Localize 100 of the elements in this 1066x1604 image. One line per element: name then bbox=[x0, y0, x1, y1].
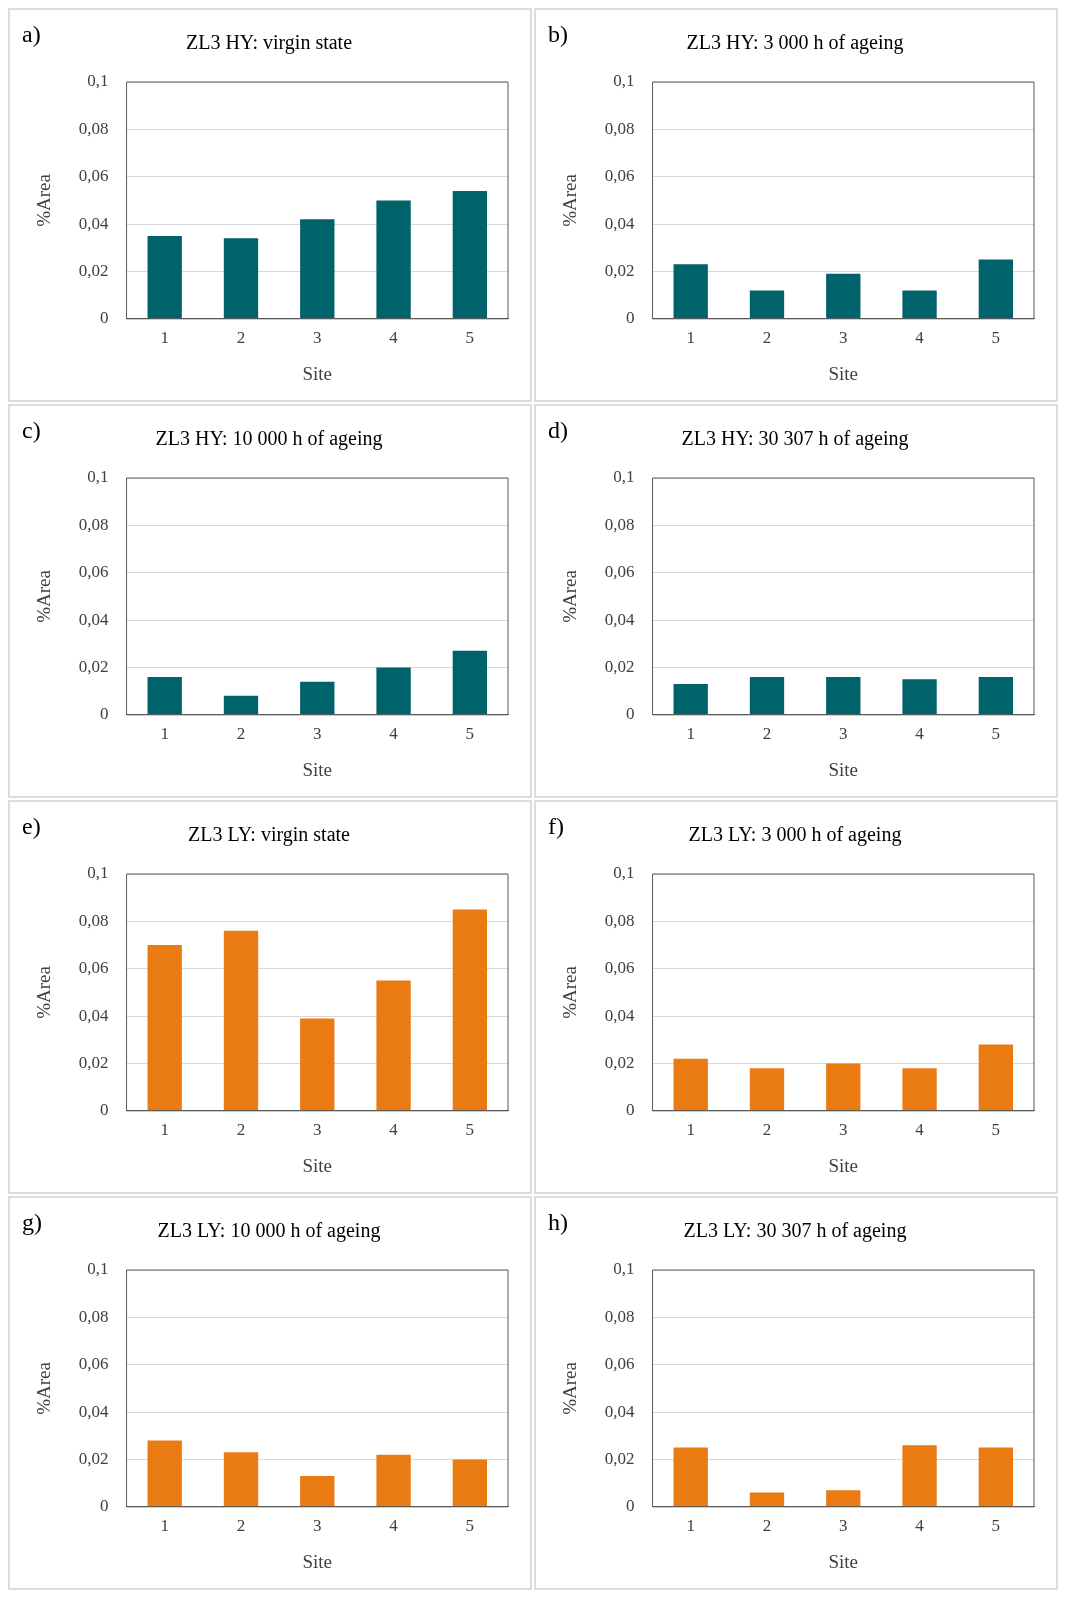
y-tick-label: 0,1 bbox=[613, 863, 635, 883]
x-tick-label: 5 bbox=[465, 1120, 475, 1140]
bar bbox=[749, 1492, 785, 1507]
bar bbox=[673, 264, 708, 319]
x-tick-label: 1 bbox=[160, 1120, 169, 1140]
y-tick-label: 0,02 bbox=[604, 656, 635, 676]
chart-title: ZL3 LY: 3 000 h of ageing bbox=[688, 823, 902, 847]
x-tick-label: 2 bbox=[762, 1516, 772, 1536]
x-axis-title: Site bbox=[828, 1550, 859, 1572]
y-tick-label: 0,06 bbox=[78, 166, 109, 186]
y-tick-label: 0,04 bbox=[78, 1005, 110, 1025]
bar bbox=[376, 200, 411, 319]
x-tick-label: 1 bbox=[160, 328, 169, 348]
bar bbox=[300, 1476, 335, 1507]
bar bbox=[223, 930, 259, 1111]
y-tick-label: 0,08 bbox=[604, 910, 635, 930]
bar bbox=[147, 235, 182, 319]
bar bbox=[978, 259, 1014, 319]
x-tick-label: 3 bbox=[839, 724, 848, 744]
x-tick-label: 2 bbox=[762, 1120, 772, 1140]
y-tick-label: 0,1 bbox=[87, 863, 109, 883]
x-tick-label: 4 bbox=[389, 328, 399, 348]
text: e) bbox=[22, 813, 41, 840]
y-tick-label: 0,1 bbox=[613, 71, 635, 91]
x-tick-label: 2 bbox=[236, 1120, 246, 1140]
y-tick-label: 0,08 bbox=[78, 910, 109, 930]
bar bbox=[452, 190, 488, 319]
chart-title: ZL3 HY: 30 307 h of ageing bbox=[681, 427, 909, 451]
x-tick-label: 5 bbox=[991, 724, 1001, 744]
y-tick-label: 0,02 bbox=[78, 1448, 109, 1468]
y-tick-label: 0,02 bbox=[78, 656, 109, 676]
y-tick-label: 0,06 bbox=[604, 562, 635, 582]
x-tick-label: 4 bbox=[915, 1120, 925, 1140]
y-tick-label: 0,08 bbox=[78, 118, 109, 138]
bar bbox=[147, 676, 182, 715]
y-axis-title: %Area bbox=[559, 173, 581, 227]
x-tick-label: 2 bbox=[236, 724, 246, 744]
y-tick-label: 0,02 bbox=[604, 1052, 635, 1072]
y-axis-title: %Area bbox=[559, 569, 581, 623]
x-tick-label: 1 bbox=[160, 724, 169, 744]
bar bbox=[147, 945, 182, 1111]
bar bbox=[673, 1447, 708, 1507]
y-tick-label: 0,06 bbox=[78, 1354, 109, 1374]
x-tick-label: 5 bbox=[991, 1120, 1001, 1140]
bar bbox=[223, 695, 259, 715]
bar bbox=[749, 290, 785, 319]
x-tick-label: 5 bbox=[991, 1516, 1001, 1536]
x-axis-title: Site bbox=[828, 362, 859, 384]
x-tick-label: 5 bbox=[465, 328, 475, 348]
bar bbox=[452, 1459, 488, 1507]
y-tick-label: 0,04 bbox=[604, 1401, 636, 1421]
x-tick-label: 1 bbox=[686, 1516, 695, 1536]
x-axis-title: Site bbox=[302, 1550, 333, 1572]
x-tick-label: 4 bbox=[389, 1516, 399, 1536]
x-axis-title: Site bbox=[828, 758, 859, 780]
y-tick-label: 0,1 bbox=[613, 467, 635, 487]
x-tick-label: 3 bbox=[839, 328, 848, 348]
y-tick-label: 0 bbox=[100, 1496, 109, 1516]
x-tick-label: 4 bbox=[915, 724, 925, 744]
y-tick-label: 0,04 bbox=[78, 609, 110, 629]
y-tick-label: 0,08 bbox=[604, 514, 635, 534]
x-tick-label: 5 bbox=[465, 724, 475, 744]
x-axis-title: Site bbox=[302, 1154, 333, 1176]
chart-title: ZL3 LY: 30 307 h of ageing bbox=[683, 1219, 907, 1243]
x-tick-label: 3 bbox=[313, 1516, 322, 1536]
bar bbox=[826, 1063, 861, 1111]
bar bbox=[452, 909, 488, 1111]
x-tick-label: 1 bbox=[686, 724, 695, 744]
y-tick-label: 0,1 bbox=[87, 1259, 109, 1279]
y-tick-label: 0,04 bbox=[604, 609, 636, 629]
bar bbox=[826, 273, 861, 319]
bar bbox=[223, 238, 259, 319]
y-tick-label: 0,08 bbox=[78, 1306, 109, 1326]
y-tick-label: 0,06 bbox=[78, 562, 109, 582]
x-tick-label: 2 bbox=[762, 724, 772, 744]
y-tick-label: 0 bbox=[100, 1100, 109, 1120]
bar bbox=[749, 1068, 785, 1111]
x-tick-label: 4 bbox=[389, 724, 399, 744]
bar bbox=[978, 1447, 1014, 1507]
y-tick-label: 0,06 bbox=[604, 958, 635, 978]
x-axis-title: Site bbox=[302, 758, 333, 780]
x-tick-label: 1 bbox=[686, 328, 695, 348]
y-tick-label: 0,04 bbox=[78, 213, 110, 233]
x-tick-label: 4 bbox=[915, 1516, 925, 1536]
bar bbox=[376, 667, 411, 715]
y-tick-label: 0,04 bbox=[604, 1005, 636, 1025]
y-tick-label: 0,1 bbox=[87, 467, 109, 487]
chart-title: ZL3 LY: virgin state bbox=[188, 823, 351, 847]
y-tick-label: 0 bbox=[626, 704, 635, 724]
y-axis-title: %Area bbox=[559, 1361, 581, 1415]
x-tick-label: 2 bbox=[236, 1516, 246, 1536]
text: c) bbox=[22, 417, 41, 444]
y-tick-label: 0,02 bbox=[78, 260, 109, 280]
x-tick-label: 2 bbox=[762, 328, 772, 348]
x-tick-label: 4 bbox=[389, 1120, 399, 1140]
y-tick-label: 0,1 bbox=[87, 71, 109, 91]
x-axis-title: Site bbox=[828, 1154, 859, 1176]
text: d) bbox=[548, 417, 568, 444]
chart-title: ZL3 HY: virgin state bbox=[185, 31, 353, 55]
x-tick-label: 1 bbox=[160, 1516, 169, 1536]
